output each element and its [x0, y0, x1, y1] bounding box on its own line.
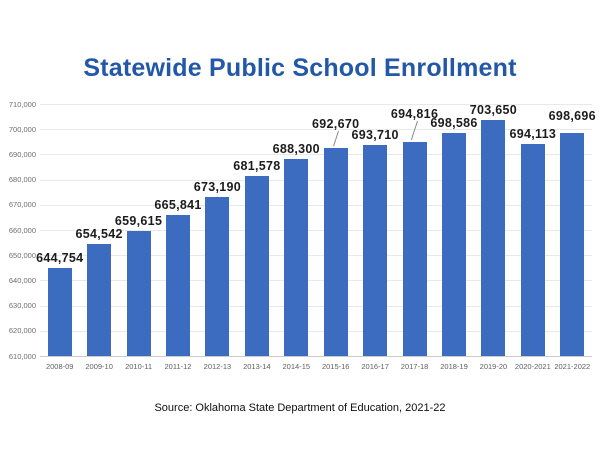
y-axis-tick-label: 610,000	[8, 351, 36, 361]
y-axis-tick-label: 700,000	[8, 124, 36, 134]
bar	[284, 158, 309, 356]
gridline	[40, 356, 592, 357]
gridline	[40, 305, 592, 307]
x-axis-tick-label: 2014-15	[282, 362, 311, 371]
bar-value-label: 673,190	[193, 179, 242, 194]
x-axis-tick-label: 2020-2021	[514, 362, 551, 371]
bar-value-label: 694,816	[390, 107, 439, 122]
x-axis-tick-label: 2010-11	[125, 362, 153, 371]
y-axis-tick-label: 680,000	[8, 175, 36, 185]
bar	[166, 215, 190, 356]
source-note: Source: Oklahoma State Department of Edu…	[154, 402, 446, 414]
bar	[87, 243, 112, 356]
x-axis-tick-label: 2009-10	[85, 362, 113, 371]
bar	[323, 147, 348, 356]
bar	[363, 145, 388, 356]
x-axis-tick-label: 2015-16	[321, 362, 350, 371]
bar	[47, 268, 72, 356]
x-axis-tick-label: 2016-17	[361, 362, 389, 371]
y-axis-tick-label: 640,000	[8, 275, 36, 285]
bar	[244, 175, 269, 356]
bar	[402, 142, 427, 356]
gridline	[40, 280, 592, 282]
bar	[205, 196, 230, 356]
x-axis-tick-label: 2017-18	[400, 362, 429, 371]
label-leader-line	[332, 130, 339, 147]
x-axis-tick-label: 2008-09	[45, 362, 74, 371]
bar	[481, 120, 506, 356]
bar	[560, 132, 585, 356]
x-axis-tick-label: 2021-2022	[554, 362, 591, 371]
x-axis-tick-label: 2013-14	[243, 362, 271, 371]
y-axis-tick-label: 620,000	[8, 326, 36, 336]
gridline	[40, 330, 592, 332]
gridline	[40, 129, 592, 131]
bar-value-label: 681,578	[233, 158, 281, 173]
bar	[442, 132, 466, 356]
bar-value-label: 698,586	[430, 115, 478, 130]
gridline	[40, 154, 592, 156]
gridline	[40, 204, 592, 206]
bar-value-label: 654,542	[75, 226, 123, 241]
gridline	[40, 179, 592, 181]
gridline	[40, 255, 592, 257]
bar-chart-plot: 610,000 620,000 630,000 640,000 650,000 660,0…	[9, 100, 596, 372]
y-axis-tick-label: 650,000	[8, 250, 36, 260]
bar-value-label: 703,650	[469, 103, 518, 118]
x-axis-tick-label: 2011-12	[164, 362, 192, 371]
bar-value-label: 659,615	[114, 213, 163, 228]
x-axis-tick-label: 2019-20	[479, 362, 508, 371]
x-axis-tick-label: 2018-19	[440, 362, 468, 371]
gridline	[40, 230, 592, 231]
bar-value-label: 644,754	[36, 251, 84, 266]
bar-value-label: 694,113	[509, 127, 557, 142]
bar-value-label: 665,841	[154, 198, 202, 213]
gridline	[40, 104, 592, 105]
y-axis-tick-label: 630,000	[8, 301, 36, 311]
bar	[126, 230, 151, 356]
bar-value-label: 693,710	[351, 128, 399, 143]
y-axis-tick-label: 710,000	[8, 99, 36, 109]
bar-value-label: 688,300	[272, 141, 320, 156]
label-leader-line	[410, 121, 418, 141]
bar-value-label: 692,670	[312, 116, 360, 131]
x-axis-tick-label: 2012-13	[203, 362, 232, 371]
bar	[520, 144, 545, 356]
y-axis-tick-label: 690,000	[8, 149, 36, 159]
y-axis-tick-label: 670,000	[8, 200, 36, 210]
y-axis-tick-label: 660,000	[8, 225, 36, 235]
bar-value-label: 698,696	[548, 109, 596, 124]
chart-title: Statewide Public School Enrollment	[83, 54, 517, 82]
